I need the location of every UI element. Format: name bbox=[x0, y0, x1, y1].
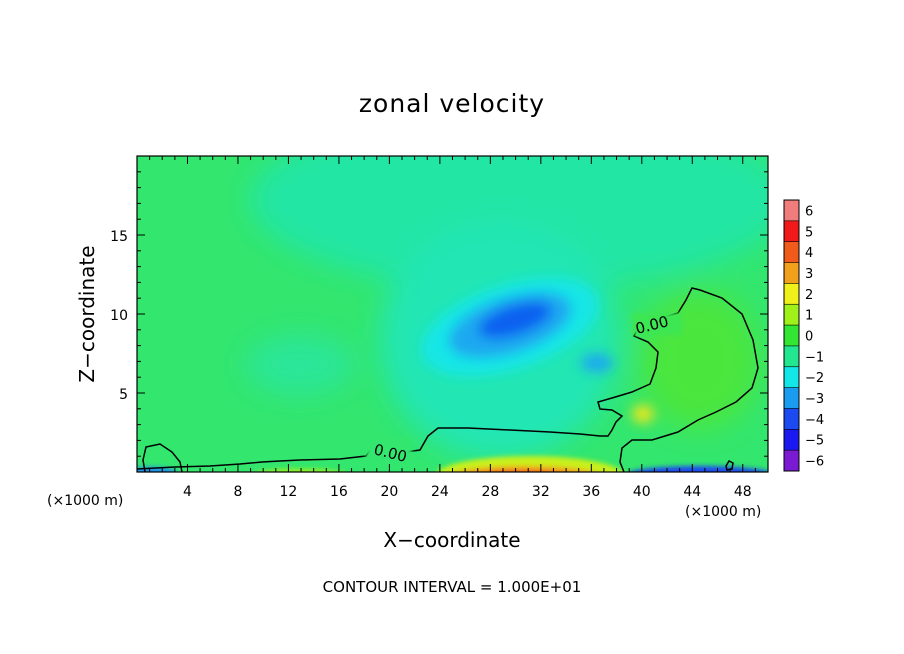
y-tick-label: 10 bbox=[110, 308, 128, 324]
colorbar-tick-label: −5 bbox=[805, 434, 824, 449]
colorbar-swatch bbox=[784, 200, 799, 222]
colorbar-swatch bbox=[784, 283, 799, 305]
colorbar-tick-label: −3 bbox=[805, 392, 824, 407]
colorbar-swatch bbox=[784, 366, 799, 389]
x-axis-ticks: 4 8 12 16 20 24 28 32 36 40 44 48 bbox=[149, 156, 756, 500]
field-region-positive-spot bbox=[632, 405, 654, 423]
x-tick-label: 28 bbox=[481, 484, 499, 500]
x-tick-label: 16 bbox=[330, 484, 348, 500]
colorbar-swatch bbox=[784, 450, 799, 472]
y-axis-unit: (×1000 m) bbox=[47, 493, 123, 509]
x-axis-label: X−coordinate bbox=[383, 528, 520, 552]
x-tick-label: 4 bbox=[183, 484, 192, 500]
colorbar-tick-label: 2 bbox=[805, 288, 813, 303]
x-tick-label: 44 bbox=[683, 484, 701, 500]
field-region-surface-positive-small bbox=[258, 469, 342, 472]
x-tick-label: 20 bbox=[380, 484, 398, 500]
velocity-field bbox=[137, 156, 768, 472]
x-tick-label: 8 bbox=[233, 484, 242, 500]
colorbar-tick-label: −1 bbox=[805, 350, 824, 365]
x-tick-label: 32 bbox=[532, 484, 550, 500]
field-region-surface-positive-core bbox=[490, 471, 550, 472]
field-region-slight-negative-left bbox=[245, 335, 355, 395]
y-axis-ticks: 5 10 15 bbox=[110, 171, 768, 457]
field-region-negative-secondary bbox=[581, 354, 613, 372]
colorbar-tick-label: 6 bbox=[805, 204, 813, 219]
contour-interval-note: CONTOUR INTERVAL = 1.000E+01 bbox=[323, 578, 582, 596]
zero-contour-small-loop bbox=[725, 460, 734, 471]
y-tick-label: 5 bbox=[119, 387, 128, 403]
colorbar-tick-label: −2 bbox=[805, 371, 824, 386]
colorbar-tick-label: −6 bbox=[805, 455, 824, 470]
x-tick-label: 12 bbox=[280, 484, 298, 500]
colorbar-swatch bbox=[784, 304, 799, 326]
x-tick-label: 40 bbox=[633, 484, 651, 500]
colorbar-swatch bbox=[784, 262, 799, 284]
field-region-negative-core-inner bbox=[478, 301, 552, 339]
x-tick-label: 48 bbox=[734, 484, 752, 500]
y-axis-label: Z−coordinate bbox=[75, 245, 99, 382]
colorbar-swatch bbox=[784, 429, 799, 451]
colorbar-tick-label: 0 bbox=[805, 330, 813, 345]
colorbar-swatch bbox=[784, 241, 799, 264]
x-tick-label: 24 bbox=[431, 484, 449, 500]
colorbar-swatch bbox=[784, 345, 799, 368]
colorbar: 6 5 4 3 2 1 0 −1 −2 −3 −4 −5 −6 bbox=[783, 199, 824, 472]
x-axis-unit: (×1000 m) bbox=[685, 504, 761, 520]
y-tick-label: 15 bbox=[110, 229, 128, 245]
colorbar-tick-label: −4 bbox=[805, 413, 824, 428]
colorbar-swatch bbox=[784, 387, 799, 409]
chart-title: zonal velocity bbox=[359, 89, 545, 118]
colorbar-swatch bbox=[784, 220, 799, 243]
field-region-surface-positive bbox=[455, 466, 595, 472]
zero-contour-left-loop bbox=[142, 443, 183, 472]
colorbar-swatch bbox=[784, 408, 799, 430]
colorbar-tick-label: 4 bbox=[805, 246, 813, 261]
x-tick-label: 36 bbox=[582, 484, 600, 500]
colorbar-tick-label: 1 bbox=[805, 309, 813, 324]
field-region-weak-positive-right bbox=[640, 290, 760, 430]
field-region-surface-negative-right bbox=[630, 466, 768, 472]
colorbar-tick-label: 3 bbox=[805, 267, 813, 282]
colorbar-tick-label: 5 bbox=[805, 225, 813, 240]
colorbar-swatch bbox=[784, 325, 799, 347]
